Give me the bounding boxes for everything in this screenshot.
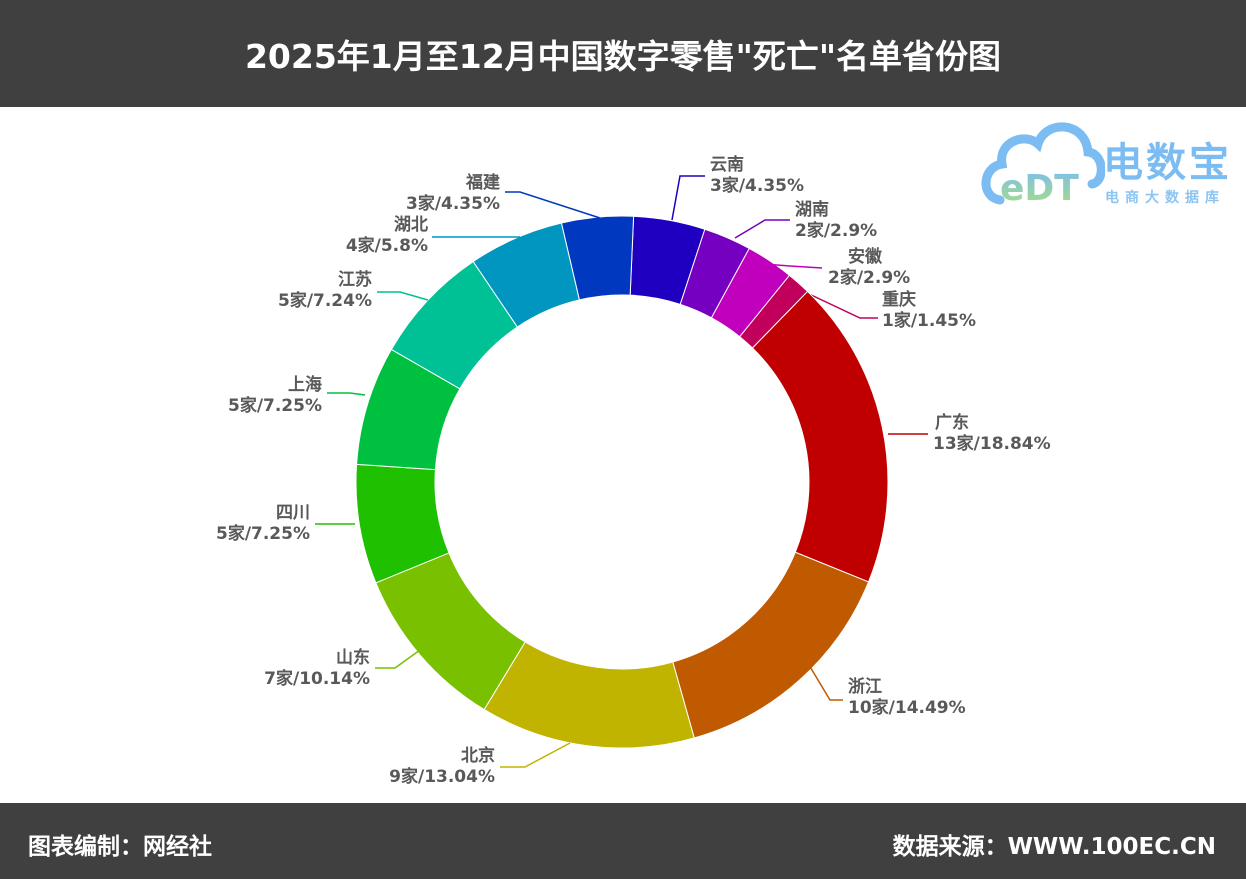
logo: eDT 电数宝 电商大数据库 <box>980 112 1242 212</box>
leader-line-云南 <box>671 175 705 221</box>
label-name-山东: 山东 <box>336 647 370 668</box>
label-name-云南: 云南 <box>710 154 744 175</box>
label-value-重庆: 1家/1.45% <box>882 310 976 331</box>
label-name-广东: 广东 <box>935 412 969 433</box>
logo-subtitle: 电商大数据库 <box>1105 190 1225 206</box>
label-name-上海: 上海 <box>288 374 322 395</box>
slice-广东 <box>751 290 889 583</box>
label-value-广东: 13家/18.84% <box>933 433 1051 454</box>
label-name-重庆: 重庆 <box>882 289 916 310</box>
leader-line-上海 <box>327 392 366 396</box>
cloud-logo-icon: eDT <box>981 122 1105 209</box>
chart-title: 2025年1月至12月中国数字零售"死亡"名单省份图 <box>244 36 1002 76</box>
label-name-湖南: 湖南 <box>795 199 829 220</box>
label-value-湖北: 4家/5.8% <box>346 235 428 256</box>
footer-bar: 图表编制：网经社 数据来源：WWW.100EC.CN <box>0 803 1246 879</box>
label-value-上海: 5家/7.25% <box>228 395 322 416</box>
leader-line-湖南 <box>734 219 790 239</box>
leader-line-北京 <box>500 742 571 768</box>
label-name-安徽: 安徽 <box>848 246 883 267</box>
leader-line-江苏 <box>377 291 429 301</box>
logo-name: 电数宝 <box>1103 140 1232 186</box>
label-value-山东: 7家/10.14% <box>264 668 370 689</box>
leader-line-山东 <box>375 649 421 669</box>
label-name-浙江: 浙江 <box>848 676 882 697</box>
label-value-安徽: 2家/2.9% <box>828 267 910 288</box>
label-value-福建: 3家/4.35% <box>406 193 500 214</box>
label-value-四川: 5家/7.25% <box>216 523 310 544</box>
label-value-湖南: 2家/2.9% <box>795 220 877 241</box>
label-value-云南: 3家/4.35% <box>710 175 804 196</box>
slice-浙江 <box>672 551 870 739</box>
label-name-北京: 北京 <box>461 745 495 766</box>
label-name-湖北: 湖北 <box>394 215 428 235</box>
label-name-福建: 福建 <box>465 172 500 193</box>
leader-line-福建 <box>505 191 601 219</box>
leader-line-安徽 <box>749 262 823 269</box>
label-name-四川: 四川 <box>276 503 310 523</box>
label-value-江苏: 5家/7.24% <box>278 290 372 311</box>
footer-credit: 图表编制：网经社 <box>28 834 212 860</box>
footer-source: 数据来源：WWW.100EC.CN <box>892 834 1216 860</box>
label-name-江苏: 江苏 <box>338 269 372 290</box>
header-bar: 2025年1月至12月中国数字零售"死亡"名单省份图 <box>0 0 1246 107</box>
label-value-浙江: 10家/14.49% <box>848 697 966 718</box>
slice-福建 <box>560 215 635 301</box>
leader-line-重庆 <box>789 284 878 319</box>
leader-line-浙江 <box>799 649 843 701</box>
label-value-北京: 9家/13.04% <box>389 766 495 787</box>
svg-text:eDT: eDT <box>1000 168 1079 209</box>
